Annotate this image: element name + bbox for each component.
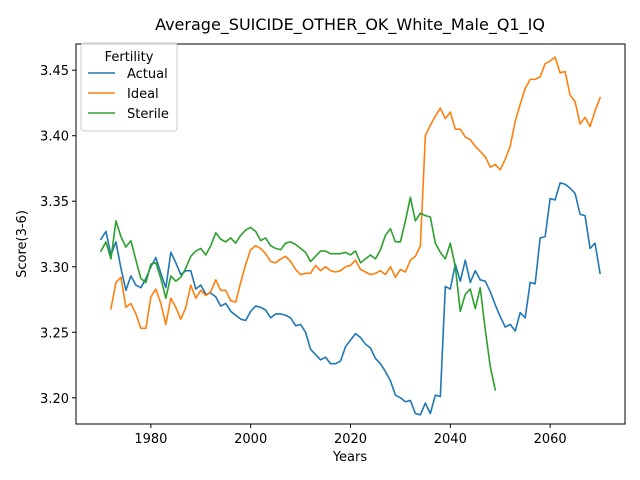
legend-label-ideal: Ideal [127, 87, 159, 102]
series-line-sterile [99, 196, 497, 391]
y-tick-label: 3.25 [40, 326, 69, 341]
y-axis-label: Score(3-6) [15, 210, 30, 278]
legend-box [80, 42, 178, 132]
x-tick-label: 2000 [234, 432, 267, 447]
y-tick-label: 3.20 [40, 392, 69, 407]
legend: Fertility Actual Ideal Sterile [80, 42, 178, 132]
y-tick-label: 3.40 [40, 130, 69, 145]
legend-items: Actual Ideal Sterile [88, 67, 169, 122]
series-line-ideal [110, 56, 602, 330]
series-layer [99, 56, 602, 416]
x-axis-label: Years [332, 450, 368, 465]
x-tick-label: 2060 [534, 432, 567, 447]
legend-title: Fertility [105, 50, 154, 65]
x-tick-label: 1980 [134, 432, 167, 447]
y-tick-label: 3.30 [40, 261, 69, 276]
legend-label-actual: Actual [127, 67, 168, 82]
y-tick-label: 3.45 [40, 64, 69, 79]
x-axis: 1980 2000 2020 2040 2060 [134, 424, 567, 447]
x-tick-label: 2020 [334, 432, 367, 447]
x-tick-label: 2040 [434, 432, 467, 447]
chart-title: Average_SUICIDE_OTHER_OK_White_Male_Q1_I… [155, 15, 545, 35]
y-tick-label: 3.35 [40, 195, 69, 210]
legend-label-sterile: Sterile [127, 107, 169, 122]
y-axis: 3.20 3.25 3.30 3.35 3.40 3.45 [40, 64, 76, 407]
